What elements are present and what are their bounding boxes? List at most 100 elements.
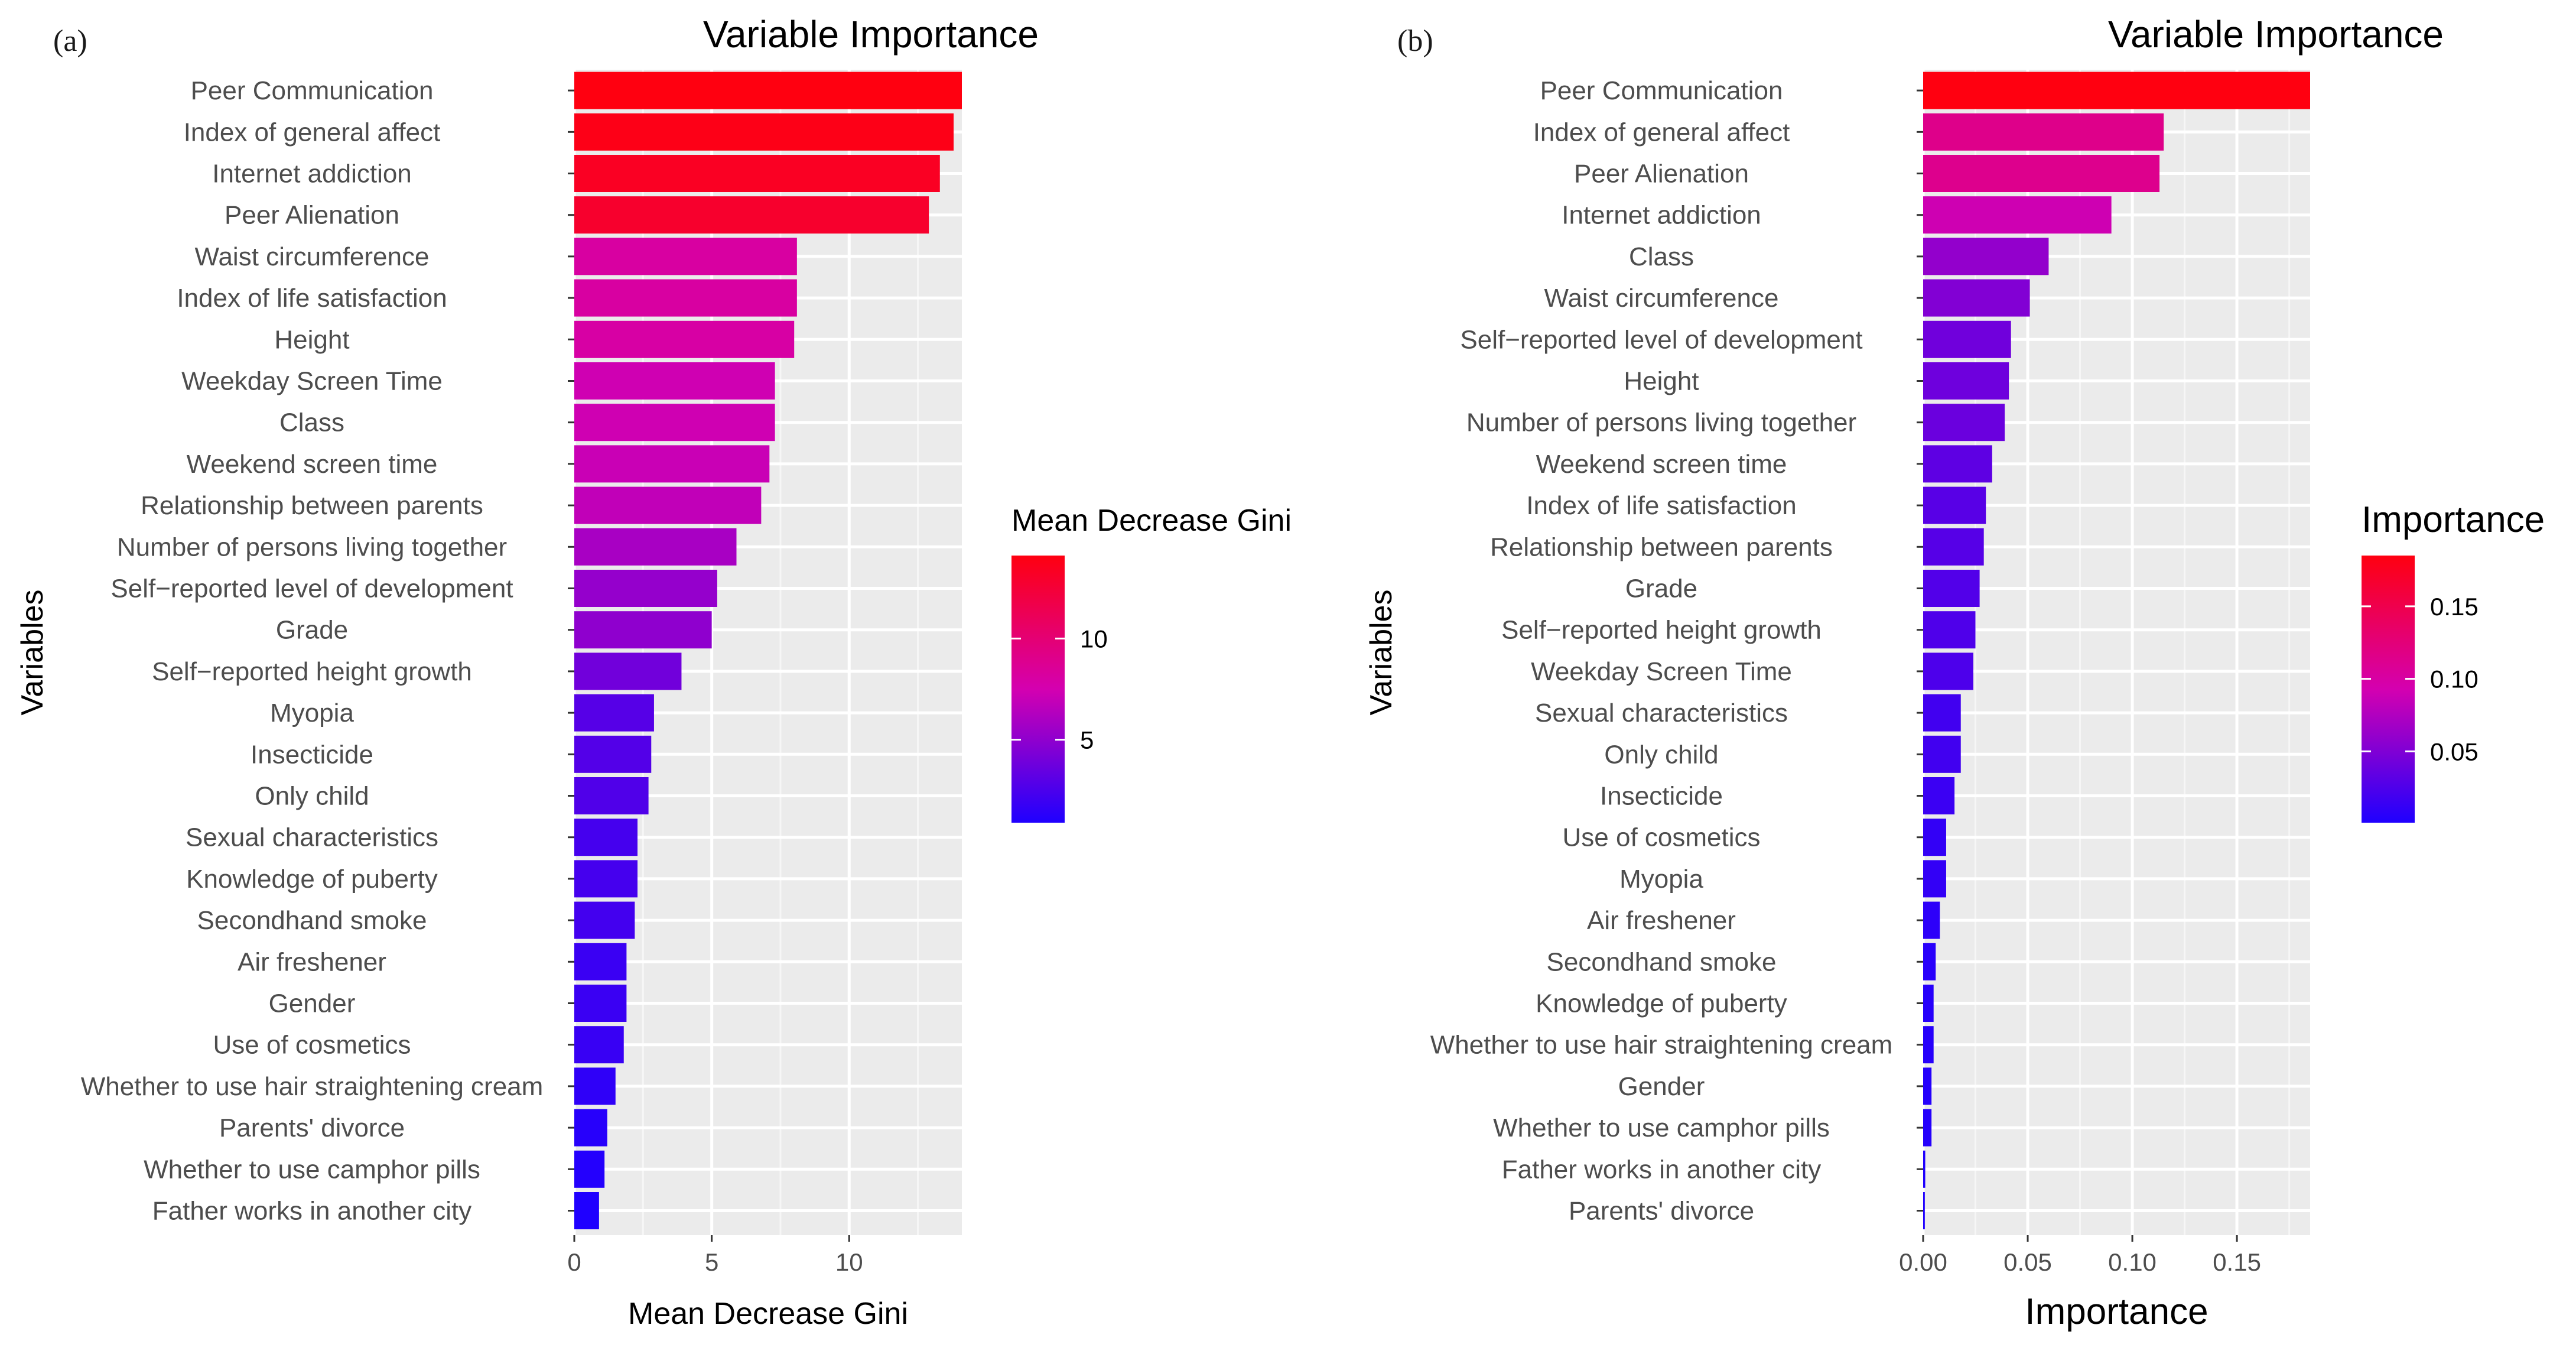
category-label: Internet addiction [1562,201,1761,230]
bar [1923,113,2164,151]
legend-tick-label: 0.15 [2430,593,2479,621]
bar [574,777,649,814]
x-tick-label: 0.00 [1899,1248,1947,1276]
category-label: Sexual characteristics [1535,699,1788,728]
panel-b: (b) Variable Importance Peer Communication… [1364,13,2545,1332]
bar [574,819,638,856]
bar [574,72,962,109]
category-label: Number of persons living together [117,532,507,561]
category-label: Peer Alienation [225,201,399,230]
bar [1923,1026,1934,1064]
bar [574,652,682,690]
category-label: Weekend screen time [1536,450,1787,479]
legend-tick-label: 10 [1080,625,1108,652]
category-label: Father works in another city [1502,1155,1821,1184]
bar [1923,570,1980,607]
panel-tag: (a) [53,24,87,58]
category-label: Class [1629,242,1694,271]
bar [1923,528,1984,566]
bar [1923,1109,1932,1147]
category-label: Air freshener [1587,906,1736,935]
bar [1923,985,1934,1022]
x-tick-label: 10 [835,1248,863,1276]
category-label: Self−reported level of development [1460,325,1862,354]
bar [1923,72,2310,109]
category-label: Peer Communication [1540,76,1783,105]
bar [574,985,627,1022]
category-label: Use of cosmetics [1563,823,1761,852]
chart-title: Variable Importance [2108,13,2444,56]
category-label: Only child [1604,740,1718,769]
bar [574,1109,607,1147]
category-label: Index of life satisfaction [1526,491,1796,520]
category-label: Insecticide [251,740,373,769]
category-label: Weekday Screen Time [181,367,443,396]
category-label: Grade [1625,574,1697,603]
bar [1923,196,2112,234]
category-label: Height [274,325,349,354]
category-label: Parents' divorce [1569,1197,1754,1226]
bar [574,1192,599,1229]
category-label: Knowledge of puberty [1536,989,1787,1018]
category-label: Internet addiction [212,160,412,189]
category-label: Gender [269,989,356,1018]
category-label: Self−reported height growth [152,657,472,686]
category-label: Grade [276,616,348,645]
category-label: Waist circumference [195,242,430,271]
category-label: Parents' divorce [219,1113,405,1142]
category-label: Whether to use hair straightening cream [1430,1031,1893,1060]
bar [574,860,638,898]
category-label: Insecticide [1600,782,1723,811]
bar [1923,777,1955,814]
legend-title: Mean Decrease Gini [1011,504,1292,538]
category-label: Whether to use hair straightening cream [81,1072,544,1101]
bar [574,943,627,980]
bar [574,1067,616,1105]
bar [574,113,954,151]
bar [574,279,797,317]
category-label: Secondhand smoke [1547,947,1777,976]
bar [1923,735,1961,773]
bar [574,486,762,524]
category-label: Waist circumference [1544,284,1779,313]
bar [574,445,770,483]
bar [1923,943,1936,980]
bar [574,320,795,358]
category-label: Class [279,408,344,437]
bar [574,611,712,649]
x-tick-label: 5 [705,1248,718,1276]
bar [574,362,775,400]
bar [1923,1067,1932,1105]
category-label: Father works in another city [152,1197,471,1226]
category-label: Whether to use camphor pills [144,1155,480,1184]
bar [1923,860,1946,898]
category-label: Weekday Screen Time [1531,657,1792,686]
bar [574,1150,605,1188]
legend-tick-label: 0.10 [2430,665,2479,693]
x-axis-title: Mean Decrease Gini [628,1297,908,1331]
bar [574,901,635,939]
x-axis-title: Importance [2025,1291,2208,1332]
category-label: Sexual characteristics [186,823,438,852]
category-label: Myopia [270,699,354,728]
bar [574,1026,624,1064]
bar [1923,279,2030,317]
y-axis-title: Variables [1364,590,1398,716]
bar [1923,652,1973,690]
category-label: Index of life satisfaction [177,284,447,313]
category-label: Self−reported height growth [1501,616,1822,645]
bar [1923,362,2009,400]
bar [1923,486,1986,524]
bar [574,735,652,773]
legend-tick-label: 0.05 [2430,738,2479,765]
category-label: Peer Communication [191,76,434,105]
category-label: Gender [1618,1072,1705,1101]
bar [574,238,797,275]
category-label: Self−reported level of development [110,574,513,603]
category-label: Myopia [1619,865,1703,894]
bar [1923,694,1961,732]
category-label: Weekend screen time [187,450,438,479]
category-label: Knowledge of puberty [186,865,438,894]
chart-title: Variable Importance [703,13,1039,56]
